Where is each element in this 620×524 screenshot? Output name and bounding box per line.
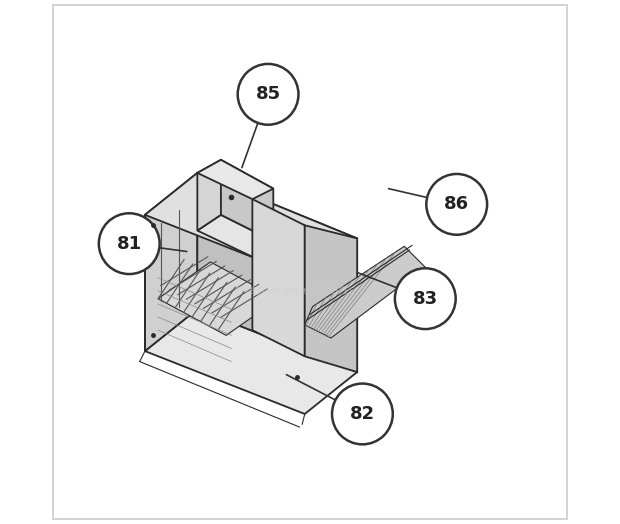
- Circle shape: [332, 384, 393, 444]
- Text: 82: 82: [350, 405, 375, 423]
- Circle shape: [99, 213, 159, 274]
- Text: eReplacementParts.com: eReplacementParts.com: [234, 285, 386, 297]
- Polygon shape: [145, 173, 357, 278]
- Text: 86: 86: [444, 195, 469, 213]
- Circle shape: [237, 64, 298, 125]
- Polygon shape: [145, 309, 357, 414]
- Polygon shape: [197, 215, 273, 257]
- Polygon shape: [158, 262, 278, 335]
- Polygon shape: [221, 160, 273, 241]
- Circle shape: [395, 268, 456, 329]
- Text: 85: 85: [255, 85, 281, 103]
- Polygon shape: [305, 225, 357, 372]
- Text: 83: 83: [413, 290, 438, 308]
- Polygon shape: [197, 160, 221, 231]
- Text: 81: 81: [117, 235, 142, 253]
- Circle shape: [427, 174, 487, 235]
- Polygon shape: [252, 199, 305, 356]
- Polygon shape: [145, 173, 197, 351]
- Polygon shape: [305, 246, 425, 338]
- Polygon shape: [197, 173, 357, 372]
- Polygon shape: [197, 160, 273, 199]
